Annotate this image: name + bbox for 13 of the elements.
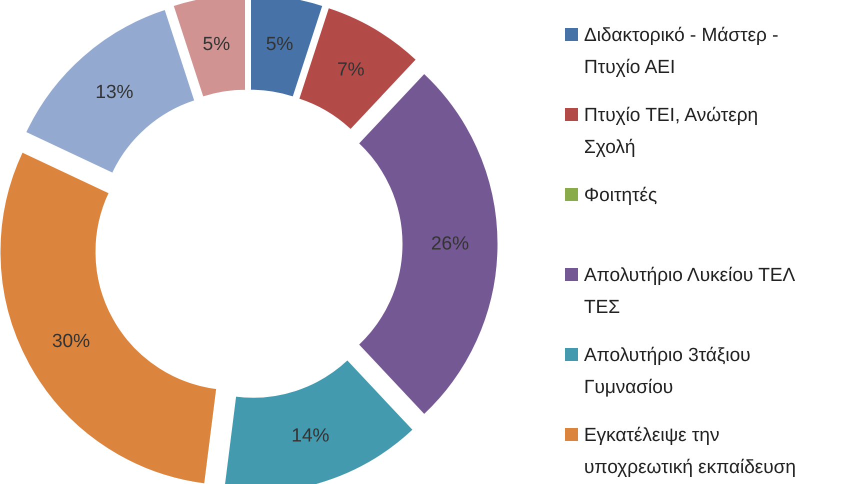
legend-label: Εγκατέλειψε την υποχρεωτική εκπαίδευση [584, 424, 796, 478]
legend-label: Απολυτήριο Λυκείου ΤΕΛ ΤΕΣ [584, 264, 796, 318]
data-label: 14% [291, 426, 330, 447]
data-label: 26% [430, 234, 470, 254]
legend-label: Διδακτορικό - Μάστερ - Πτυχίο ΑΕΙ [584, 24, 778, 78]
data-label: 5% [266, 34, 294, 55]
data-label: 5% [202, 34, 230, 55]
data-label: 30% [52, 330, 90, 352]
legend-label: Φοιτητές [584, 184, 658, 206]
legend-label: Απολυτήριο 3τάξιου Γυμνασίου [584, 344, 751, 398]
data-label: 7% [337, 60, 365, 81]
data-label: 13% [95, 82, 134, 103]
legend-label: Πτυχίο ΤΕΙ, Ανώτερη Σχολή [584, 104, 758, 158]
